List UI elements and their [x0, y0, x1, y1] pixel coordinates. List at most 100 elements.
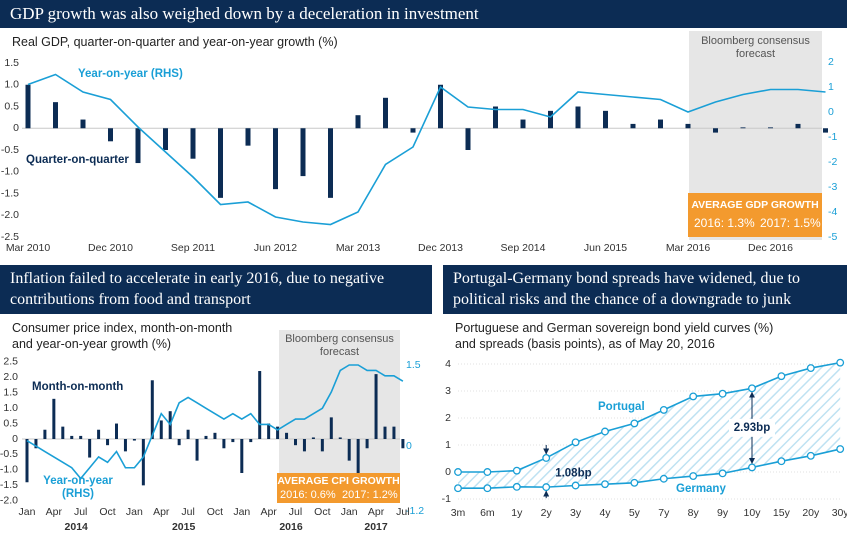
bar [218, 128, 223, 198]
bar [213, 432, 217, 439]
series-label: Quarter-on-quarter [26, 154, 129, 166]
bar [123, 439, 127, 452]
y-tick-label: 2.5 [3, 356, 18, 368]
chart-subtitle: Real GDP, quarter-on-quarter and year-on… [12, 35, 338, 49]
x-tick-label: Jul [396, 506, 409, 518]
bar [222, 439, 226, 449]
y2-tick-label: -1 [828, 131, 837, 143]
bar [548, 110, 553, 129]
bar [823, 128, 828, 133]
y-tick-label: 1 [445, 439, 451, 451]
bar [383, 426, 387, 439]
x-tick-label: Mar 2010 [6, 242, 51, 254]
y2-tick-label: 2 [828, 56, 834, 68]
bar [383, 97, 388, 129]
point [630, 419, 639, 428]
y-tick-label: 1.5 [3, 386, 18, 398]
x-tick-label: Dec 2013 [418, 242, 463, 254]
annotation-value: 2017: 1.2% [342, 489, 398, 501]
x-tick-label: 8y [688, 507, 700, 519]
x-tick-label: Oct [207, 506, 223, 518]
bar [603, 110, 608, 129]
point [542, 483, 551, 492]
bar [106, 439, 110, 446]
x-tick-label: Jan [233, 506, 250, 518]
bar [356, 439, 360, 477]
bar [249, 439, 253, 443]
bar [25, 84, 31, 129]
y-tick-label: -2.0 [1, 209, 19, 221]
x-tick-label: Apr [260, 506, 277, 518]
bar [97, 429, 101, 439]
x-tick-label: 2y [541, 507, 553, 519]
annotation-title: AVERAGE CPI GROWTH [277, 475, 399, 487]
bar [273, 128, 278, 190]
y-tick-label: -1.5 [1, 187, 19, 199]
series-line [26, 364, 404, 480]
x-tick-label: Mar 2013 [336, 242, 381, 254]
annotation-box [688, 193, 822, 237]
point [806, 364, 815, 372]
bar [204, 435, 208, 439]
y-tick-label: 3 [445, 385, 451, 397]
forecast-label: Bloomberg consensus forecast [285, 333, 394, 358]
bar [150, 380, 154, 439]
bar [685, 123, 691, 129]
y-tick-label: -1.0 [1, 166, 19, 178]
bar [768, 127, 773, 129]
bar [240, 439, 244, 473]
y-tick-label: 0 [12, 433, 18, 445]
point [777, 372, 786, 381]
spread-label: 2.93bp [734, 422, 770, 434]
y-tick-label: 1.0 [3, 402, 18, 414]
bar [43, 429, 47, 439]
bar [294, 439, 297, 446]
x-tick-label: 4y [599, 507, 611, 519]
x-tick-label: Dec 2016 [748, 242, 793, 254]
series-label: Year-on-year (RHS) [78, 68, 183, 80]
spread-label: 1.08bp [555, 468, 591, 480]
bar [575, 106, 581, 129]
point [571, 481, 580, 490]
point [601, 427, 609, 436]
series-line [458, 361, 841, 473]
bar [132, 439, 136, 441]
point [454, 484, 462, 493]
y-tick-label: -1.0 [0, 464, 18, 476]
y2-tick-label: 0 [406, 440, 412, 452]
point [571, 438, 580, 447]
bar [300, 128, 306, 177]
bar [159, 420, 163, 439]
bar [438, 84, 443, 129]
x-tick-label: 6m [480, 507, 495, 519]
bar [355, 115, 361, 129]
x-tick-label: 5y [629, 507, 641, 519]
bar [302, 439, 306, 452]
bar [190, 128, 196, 159]
x-tick-label: 9y [717, 507, 729, 519]
y2-tick-label: 1 [828, 81, 834, 93]
bar [135, 128, 141, 164]
point [806, 451, 815, 460]
bar [34, 439, 38, 449]
y-tick-label: 0 [445, 466, 451, 478]
point [512, 482, 521, 491]
x-tick-label: Jun 2015 [584, 242, 627, 254]
point [689, 472, 698, 480]
bar [245, 128, 251, 146]
y-tick-label: -0.5 [1, 144, 19, 156]
year-label: 2017 [364, 521, 388, 533]
series-label: Germany [676, 483, 726, 495]
bar [374, 374, 378, 439]
bar [88, 439, 92, 458]
x-tick-label: Oct [314, 506, 330, 518]
y-tick-label: -1 [442, 493, 451, 505]
x-tick-label: Jul [289, 506, 302, 518]
point [659, 474, 668, 483]
x-tick-label: Apr [153, 506, 170, 518]
y-tick-label: 2.0 [3, 371, 18, 383]
y2-tick-label: 1.5 [406, 359, 421, 371]
x-tick-label: Jun 2012 [254, 242, 297, 254]
